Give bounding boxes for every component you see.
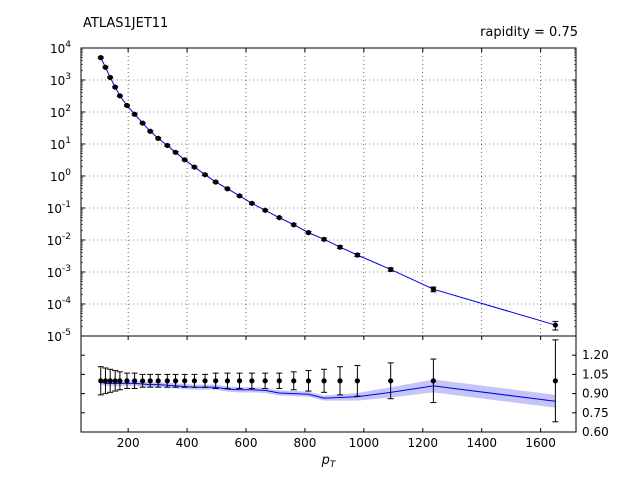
data-point — [388, 266, 394, 273]
y-tick-label: 10-5 — [47, 328, 71, 344]
data-point — [236, 193, 243, 199]
ratio-theory-band — [100, 379, 556, 408]
x-tick-label: 1000 — [349, 436, 380, 450]
ratio-point — [276, 378, 282, 384]
x-tick-label: 600 — [235, 436, 258, 450]
ratio-point — [132, 378, 138, 384]
data-point — [552, 322, 558, 328]
x-tick-label: 1600 — [525, 436, 556, 450]
y-tick-label: 10-2 — [47, 232, 71, 248]
ratio-point — [552, 378, 558, 384]
theory-line — [100, 57, 556, 326]
data-point — [276, 215, 282, 221]
rapidity-label: rapidity = 0.75 — [480, 25, 578, 40]
y-tick-label: 104 — [50, 40, 71, 56]
x-tick-label: 1200 — [408, 436, 439, 450]
dataset-title: ATLAS1JET11 — [83, 16, 169, 31]
data-point — [291, 222, 297, 228]
ratio-y-tick-label: 1.05 — [582, 367, 609, 381]
data-point — [202, 172, 208, 178]
data-point — [182, 157, 188, 163]
data-point — [164, 142, 170, 149]
ratio-axes-frame — [80, 335, 577, 433]
x-tick-label: 1400 — [466, 436, 497, 450]
ratio-point — [213, 378, 219, 384]
data-point — [321, 236, 327, 242]
y-tick-label: 103 — [50, 72, 71, 88]
data-point — [305, 230, 312, 236]
ratio-point — [191, 378, 198, 384]
ratio-point — [224, 378, 231, 384]
ratio-point — [337, 378, 343, 384]
ratio-point — [236, 378, 243, 384]
ratio-point — [124, 378, 130, 384]
data-point — [430, 286, 436, 292]
ratio-y-tick-label: 0.60 — [582, 425, 609, 439]
ratio-point — [102, 378, 109, 384]
y-tick-label: 102 — [50, 104, 71, 120]
ratio-point — [164, 378, 170, 384]
data-point — [172, 149, 179, 155]
main-axes-frame — [80, 47, 577, 337]
ratio-point — [305, 378, 312, 384]
x-tick-label: 200 — [117, 436, 140, 450]
ratio-panel: 0.60 0.75 0.90 1.05 1.20 200 400 600 800 1000 1200… — [80, 335, 609, 470]
data-point — [124, 102, 130, 109]
data-point — [102, 64, 109, 70]
data-point — [147, 128, 153, 134]
ratio-point — [172, 378, 179, 384]
ratio-point — [182, 378, 188, 384]
ratio-point — [291, 378, 297, 384]
data-point — [139, 120, 146, 126]
data-point — [155, 135, 161, 141]
ratio-point — [107, 378, 113, 384]
ratio-point — [147, 378, 153, 384]
ratio-point — [249, 378, 255, 384]
ratio-point — [354, 378, 360, 384]
ratio-point — [321, 378, 327, 384]
ratio-y-tick-label: 0.75 — [582, 406, 609, 420]
x-axis-label: pT — [321, 453, 337, 470]
x-tick-label: 800 — [293, 436, 316, 450]
y-tick-label: 101 — [50, 136, 71, 152]
data-point — [354, 252, 360, 258]
data-point — [213, 179, 219, 185]
y-tick-label: 10-1 — [47, 200, 71, 216]
ratio-point — [155, 378, 161, 384]
data-point — [98, 55, 104, 61]
ratio-point — [262, 378, 268, 384]
data-point — [224, 186, 231, 192]
y-tick-label: 100 — [50, 168, 71, 184]
data-point — [337, 244, 343, 250]
ratio-point — [430, 378, 436, 384]
y-tick-label: 10-4 — [47, 296, 72, 312]
theory-band — [100, 57, 556, 326]
data-point — [132, 111, 138, 117]
ratio-point — [117, 378, 123, 384]
ratio-y-tick-label: 0.90 — [582, 387, 609, 401]
ratio-point — [112, 378, 118, 384]
ratio-y-tick-label: 1.20 — [582, 348, 609, 362]
y-tick-label: 10-3 — [47, 264, 71, 280]
x-tick-label: 400 — [176, 436, 199, 450]
ratio-point — [388, 378, 394, 384]
ratio-point — [98, 378, 104, 384]
data-point — [191, 164, 198, 170]
data-point — [117, 93, 123, 99]
ratio-point — [139, 378, 146, 384]
data-point — [112, 84, 118, 90]
data-point — [249, 200, 255, 206]
data-point — [107, 74, 113, 81]
ratio-point — [202, 378, 208, 384]
main-panel: 104 103 102 101 100 10-1 10-2 10-3 10-4 10-5 — [47, 40, 577, 344]
data-point — [262, 207, 268, 213]
